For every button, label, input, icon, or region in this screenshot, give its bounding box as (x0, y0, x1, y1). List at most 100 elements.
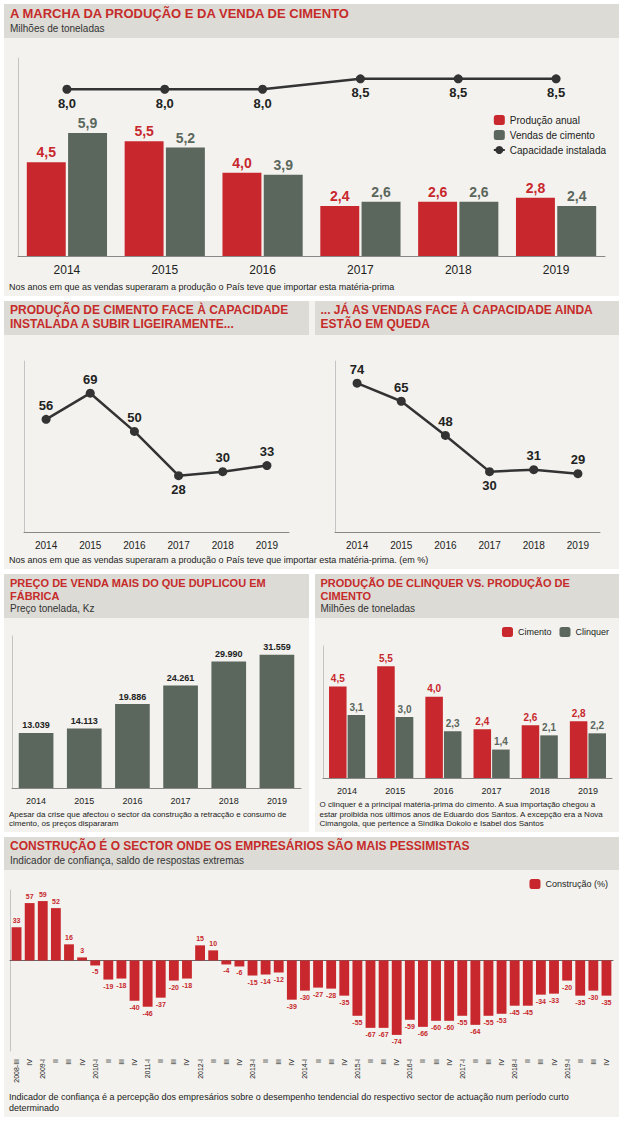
svg-text:II: II (105, 1059, 112, 1063)
svg-text:III: III (433, 1059, 440, 1065)
svg-text:2014: 2014 (337, 786, 357, 796)
svg-text:-74: -74 (392, 1038, 402, 1045)
svg-text:II: II (472, 1059, 479, 1063)
svg-text:IV: IV (183, 1058, 190, 1065)
svg-text:2,4: 2,4 (330, 188, 350, 204)
svg-text:2,8: 2,8 (526, 180, 546, 196)
svg-text:2014: 2014 (26, 796, 46, 806)
svg-text:8,0: 8,0 (156, 96, 174, 111)
svg-text:-34: -34 (536, 997, 546, 1004)
svg-text:III: III (380, 1059, 387, 1065)
svg-text:2018: 2018 (522, 539, 545, 550)
svg-text:2018: 2018 (445, 263, 472, 277)
svg-text:2014: 2014 (345, 539, 368, 550)
svg-text:15: 15 (196, 935, 204, 942)
svg-text:-28: -28 (326, 991, 336, 998)
svg-text:33: 33 (260, 444, 274, 459)
svg-text:2,6: 2,6 (523, 712, 537, 723)
svg-text:-53: -53 (497, 1017, 507, 1024)
svg-text:31: 31 (526, 448, 540, 463)
svg-text:59: 59 (39, 891, 47, 898)
svg-text:4,0: 4,0 (232, 155, 252, 171)
svg-text:III: III (485, 1059, 492, 1065)
svg-text:III: III (65, 1059, 72, 1065)
svg-text:IV: IV (26, 1058, 33, 1065)
svg-text:56: 56 (39, 397, 53, 412)
svg-text:II: II (262, 1059, 269, 1063)
svg-text:3,0: 3,0 (397, 704, 411, 715)
svg-text:4,5: 4,5 (330, 673, 344, 684)
svg-text:2017-I: 2017-I (459, 1059, 466, 1079)
svg-text:III: III (170, 1059, 177, 1065)
svg-text:2,1: 2,1 (542, 722, 556, 733)
svg-text:2015-I: 2015-I (354, 1059, 361, 1079)
svg-text:IV: IV (603, 1058, 610, 1065)
svg-text:IV: IV (79, 1058, 86, 1065)
svg-text:2018-I: 2018-I (511, 1059, 518, 1079)
svg-text:-39: -39 (287, 1002, 297, 1009)
svg-text:-40: -40 (129, 1003, 139, 1010)
svg-text:2019: 2019 (577, 786, 597, 796)
svg-text:3,9: 3,9 (273, 157, 293, 173)
svg-text:2017: 2017 (171, 796, 191, 806)
svg-text:-18: -18 (116, 981, 126, 988)
svg-text:5,2: 5,2 (176, 130, 196, 146)
svg-text:IV: IV (498, 1058, 505, 1065)
svg-text:2017: 2017 (478, 539, 501, 550)
svg-text:II: II (210, 1059, 217, 1063)
svg-text:II: II (367, 1059, 374, 1063)
svg-text:-60: -60 (444, 1024, 454, 1031)
svg-text:2019: 2019 (543, 263, 570, 277)
svg-text:-14: -14 (261, 977, 271, 984)
svg-text:III: III (590, 1059, 597, 1065)
svg-text:2,3: 2,3 (445, 718, 459, 729)
svg-text:IV: IV (551, 1058, 558, 1065)
svg-text:2019-I: 2019-I (564, 1059, 571, 1079)
svg-text:IV: IV (341, 1058, 348, 1065)
svg-text:8,0: 8,0 (254, 96, 272, 111)
svg-text:Clinquer: Clinquer (575, 627, 609, 637)
svg-text:2012-I: 2012-I (197, 1059, 204, 1079)
svg-text:2009-I: 2009-I (39, 1059, 46, 1079)
svg-text:1,4: 1,4 (493, 736, 507, 747)
svg-text:14.113: 14.113 (71, 716, 98, 726)
svg-text:IV: IV (131, 1058, 138, 1065)
svg-text:24.261: 24.261 (167, 673, 195, 683)
svg-text:2014: 2014 (54, 263, 81, 277)
svg-text:19.886: 19.886 (119, 692, 147, 702)
svg-text:3: 3 (80, 947, 84, 954)
svg-text:8,5: 8,5 (547, 85, 565, 100)
svg-text:2013-I: 2013-I (249, 1059, 256, 1079)
svg-text:2010-I: 2010-I (92, 1059, 99, 1079)
svg-text:-20: -20 (562, 983, 572, 990)
svg-text:-20: -20 (169, 983, 179, 990)
svg-text:-15: -15 (247, 978, 257, 985)
svg-text:29: 29 (570, 452, 584, 467)
svg-text:30: 30 (216, 450, 230, 465)
svg-text:-6: -6 (236, 969, 242, 976)
svg-text:2,2: 2,2 (590, 720, 604, 731)
svg-text:-18: -18 (182, 981, 192, 988)
svg-text:2015: 2015 (79, 539, 102, 550)
svg-text:-35: -35 (339, 998, 349, 1005)
svg-text:4,5: 4,5 (37, 144, 57, 160)
svg-text:III: III (537, 1059, 544, 1065)
svg-text:2,4: 2,4 (567, 188, 587, 204)
svg-text:13.039: 13.039 (22, 721, 50, 731)
svg-text:2017: 2017 (167, 539, 190, 550)
svg-text:2019: 2019 (256, 539, 279, 550)
svg-text:2016: 2016 (122, 796, 142, 806)
svg-text:74: 74 (349, 361, 364, 376)
svg-text:2016: 2016 (434, 539, 457, 550)
svg-text:III: III (275, 1059, 282, 1065)
svg-text:2011-I: 2011-I (144, 1059, 151, 1078)
svg-text:-4: -4 (223, 967, 229, 974)
svg-text:-19: -19 (103, 982, 113, 989)
svg-text:-5: -5 (92, 968, 98, 975)
svg-text:2015: 2015 (151, 263, 178, 277)
svg-text:II: II (524, 1059, 531, 1063)
svg-text:IV: IV (288, 1058, 295, 1065)
svg-text:Construção (%): Construção (%) (545, 879, 608, 889)
svg-text:57: 57 (26, 893, 34, 900)
svg-text:-55: -55 (457, 1019, 467, 1026)
